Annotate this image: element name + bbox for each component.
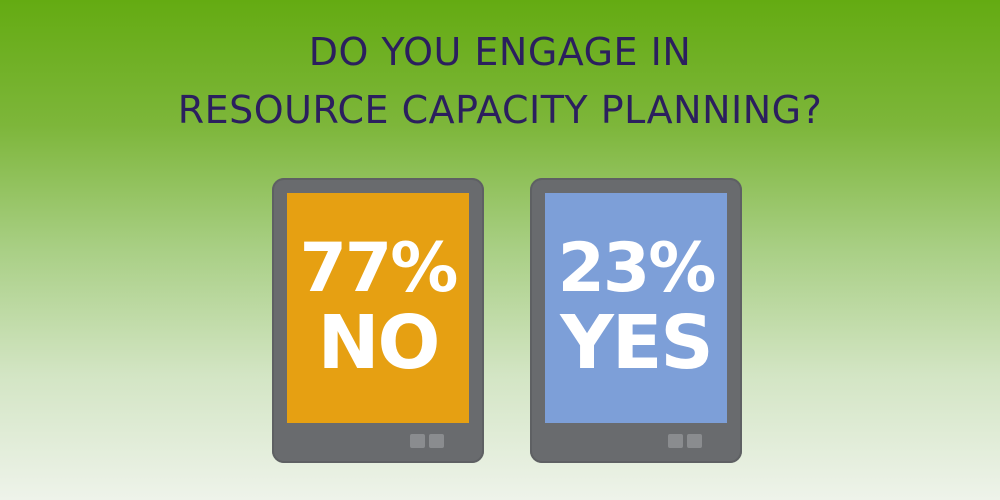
- card-label: NO: [317, 300, 441, 386]
- tablet-button: [687, 434, 702, 448]
- card-label: YES: [560, 300, 713, 386]
- title-line: RESOURCE CAPACITY PLANNING?: [177, 88, 823, 132]
- card-value: 77%: [299, 229, 459, 308]
- tablet: 77% NO: [272, 178, 484, 463]
- tablet: 23% YES: [530, 178, 742, 463]
- tablet-button: [410, 434, 425, 448]
- card-value: 23%: [557, 229, 717, 308]
- screen: 77% NO: [287, 193, 469, 423]
- screen: 23% YES: [545, 193, 727, 423]
- tablet-button: [668, 434, 683, 448]
- tablet-button: [429, 434, 444, 448]
- title-line: DO YOU ENGAGE IN: [308, 30, 692, 74]
